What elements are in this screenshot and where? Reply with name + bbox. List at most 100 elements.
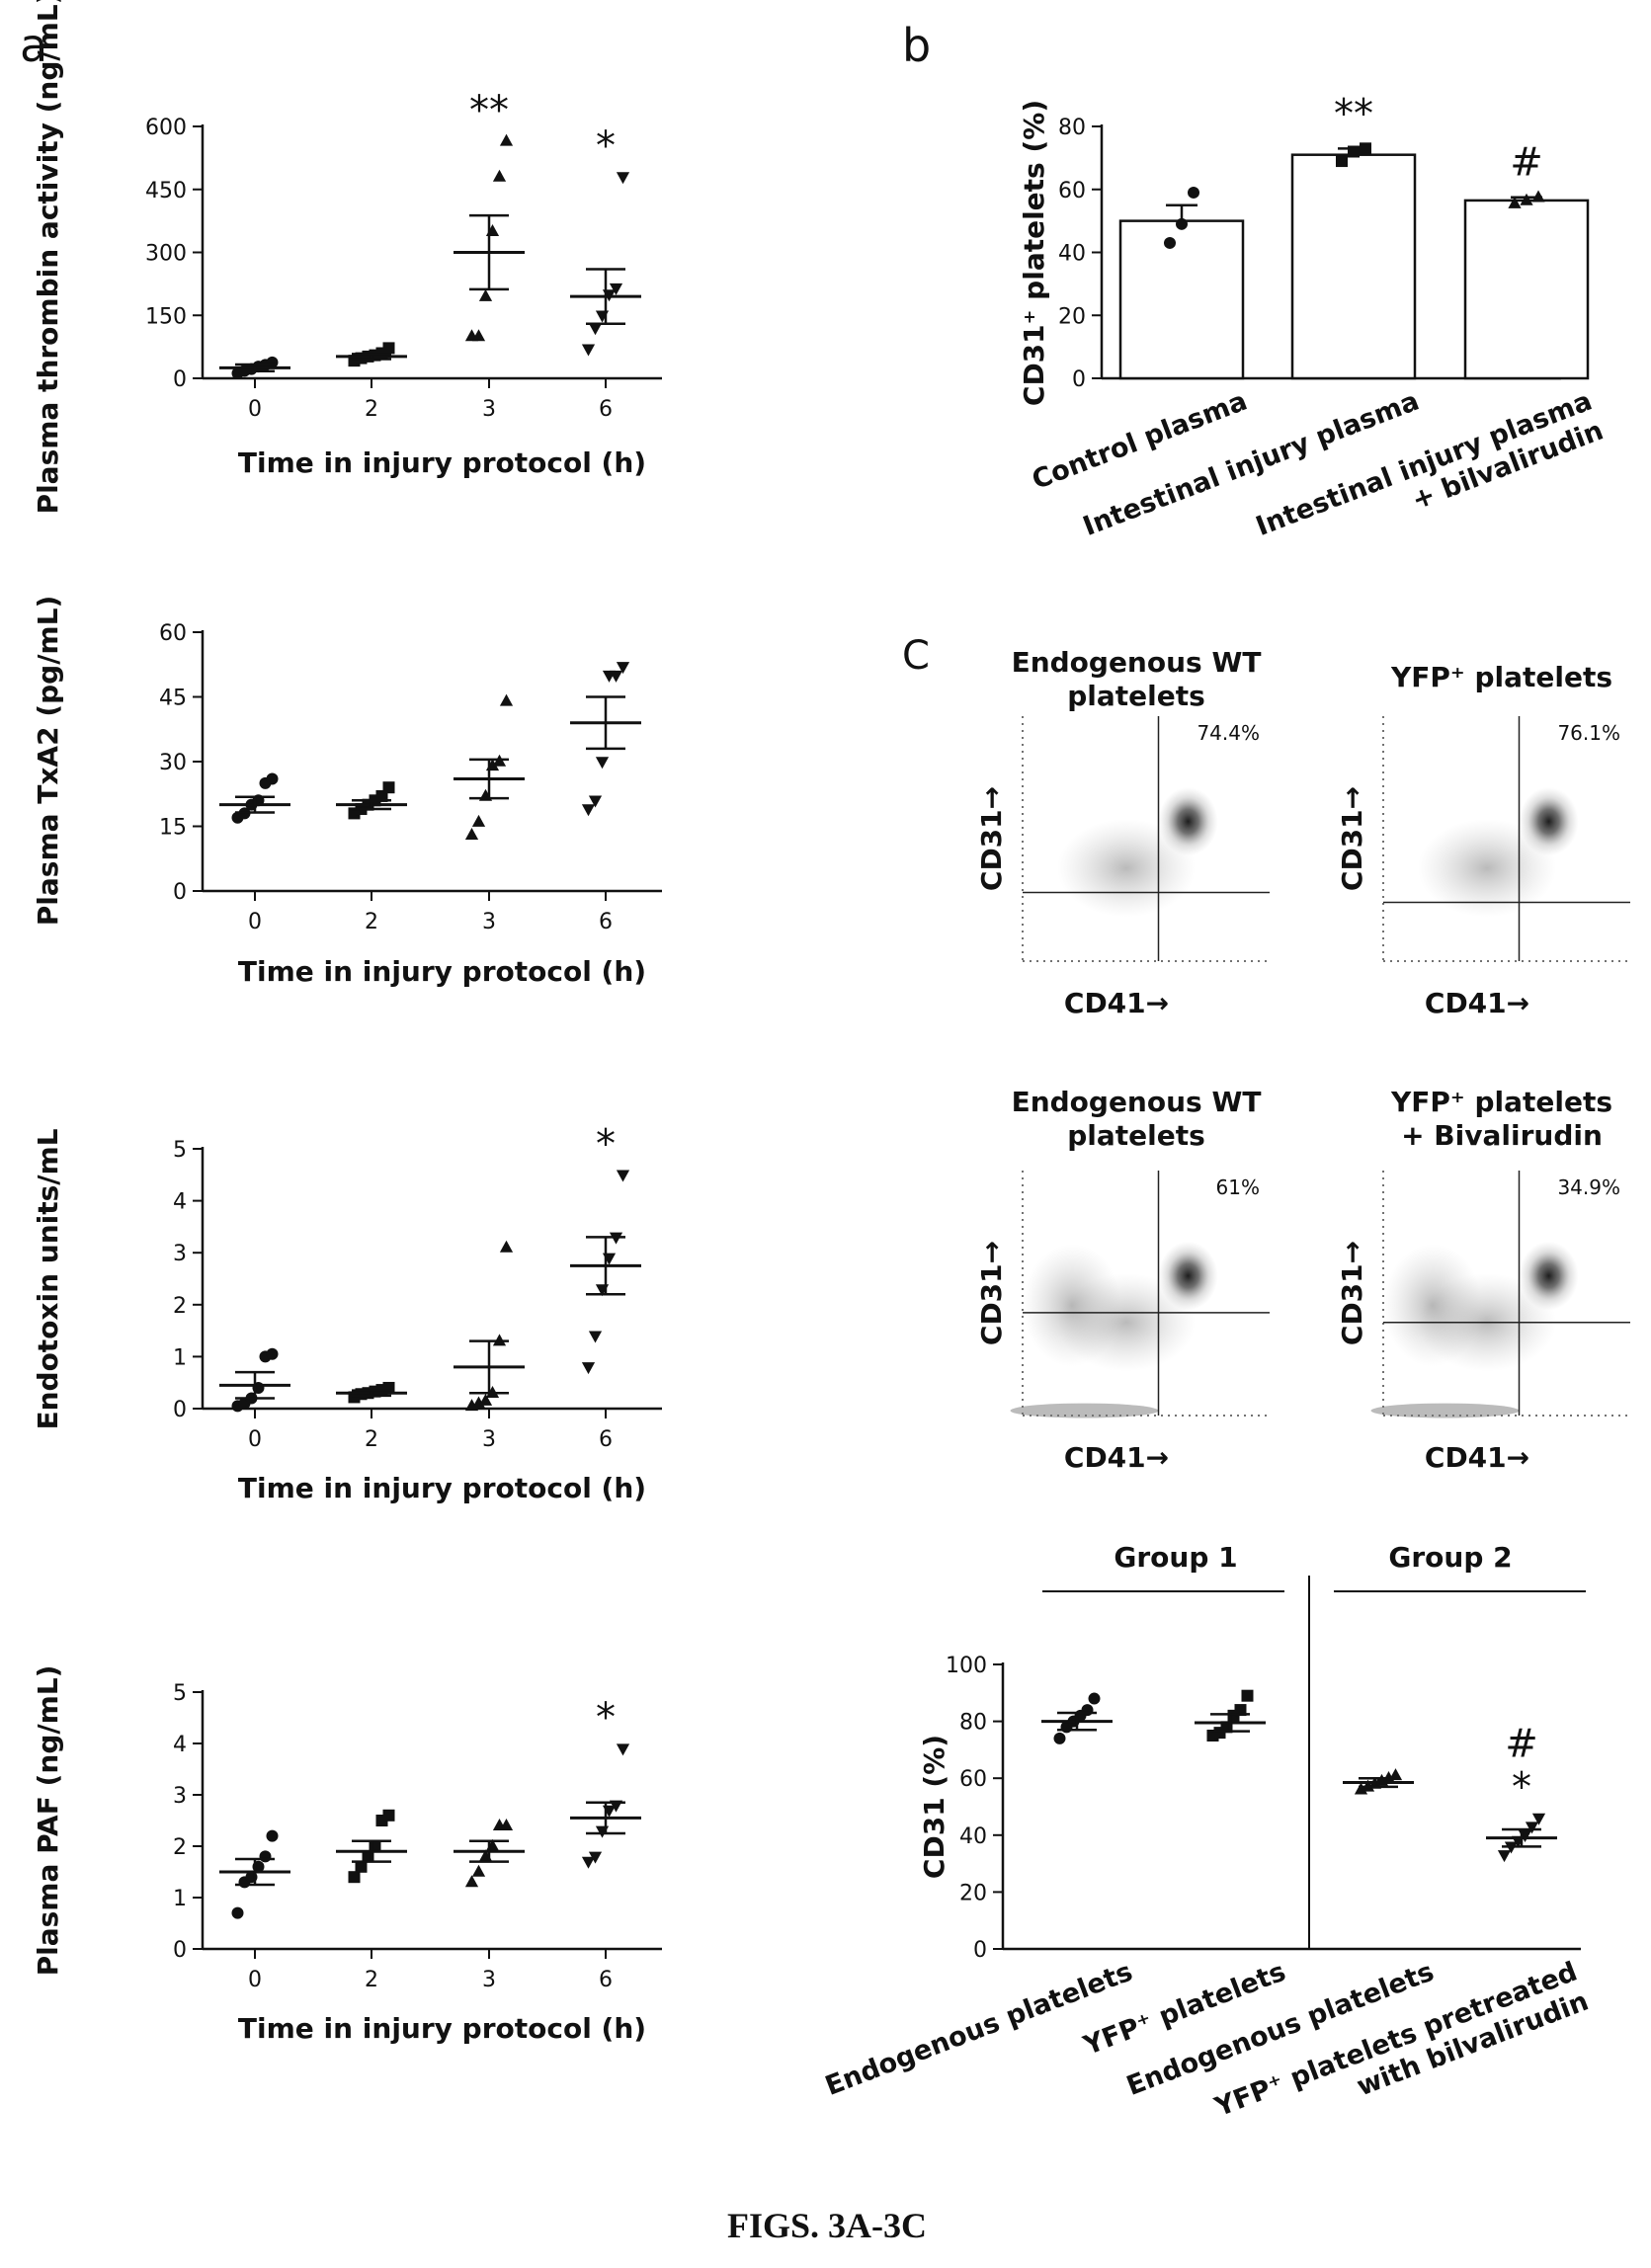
y-tick-label: 5 [173, 1138, 187, 1163]
bar [1290, 153, 1417, 380]
data-point [616, 1743, 630, 1756]
flow-plot-title: YFP⁺ platelets [1390, 661, 1612, 693]
x-tick-label: 0 [248, 1427, 262, 1452]
flow-plot-title-line: YFP⁺ platelets [1390, 1086, 1612, 1118]
flow-plot-title-line: platelets [1067, 680, 1205, 712]
flow-haze [1383, 1244, 1482, 1367]
y-tick-label: 3 [173, 1242, 187, 1266]
data-point [1188, 186, 1199, 199]
data-point [616, 1170, 630, 1182]
x-tick-label: 6 [599, 910, 613, 934]
y-tick-label: 80 [1058, 116, 1086, 140]
data-point [231, 1906, 244, 1919]
chart-plasma-paf: 0 1 2 3 4 5 0 2 3 6 Time in injury protocol (h) Pla… [32, 1665, 662, 2045]
flow-plot-title-line: YFP⁺ platelets [1390, 661, 1612, 693]
flow-haze [1418, 819, 1556, 918]
y-tick-label: 0 [173, 1398, 187, 1422]
data-point [464, 1875, 479, 1888]
data-point [1176, 217, 1188, 230]
data-point [1348, 145, 1360, 158]
flow-density-peak [1158, 1241, 1218, 1311]
chart-plasma-txa2: 0 15 30 45 60 0 2 3 6 Time in injury protocol (h)… [32, 596, 662, 988]
flow-gate-percent: 76.1% [1557, 721, 1620, 745]
flow-density-peak [1519, 786, 1579, 856]
flow-y-label: CD31→ [975, 1241, 1008, 1345]
data-point [266, 1829, 279, 1842]
y-tick-label: 0 [1072, 367, 1086, 392]
flow-x-label: CD41→ [1425, 1441, 1529, 1474]
data-point [616, 662, 630, 675]
flow-plot: Endogenous WT platelets 61% CD41→ CD31→ [975, 1086, 1270, 1474]
data-point [464, 828, 479, 841]
x-tick-label: Intestinal injury plasma [1079, 386, 1423, 542]
y-tick-label: 4 [173, 1190, 187, 1215]
significance-marker: ** [1334, 91, 1373, 136]
flow-edge-events [1010, 1403, 1159, 1418]
flow-plot-title: Endogenous WT platelets [1012, 646, 1262, 712]
flow-gate-percent: 34.9% [1557, 1175, 1620, 1199]
x-tick-label: 3 [482, 1427, 496, 1452]
flow-plot: YFP⁺ platelets + Bivalirudin 34.9% CD41→ CD3… [1336, 1086, 1630, 1474]
flow-plot: Endogenous WT platelets 74.4% CD41→ CD31→ [975, 646, 1270, 1019]
y-tick-label: 2 [173, 1294, 187, 1319]
flow-plot-title-line: platelets [1067, 1119, 1205, 1152]
data-point [499, 693, 514, 706]
y-axis-label: Plasma TxA2 (pg/mL) [32, 596, 64, 926]
data-point [499, 133, 514, 146]
chart-endotoxin: 0 1 2 3 4 5 0 2 3 6 Time in injury protocol (h) End… [32, 1121, 662, 1504]
flow-plot-title: Endogenous WT platelets [1012, 1086, 1262, 1152]
x-axis-label: Time in injury protocol (h) [238, 1472, 646, 1504]
panel-label-c: C [902, 633, 930, 679]
data-point [588, 323, 603, 336]
data-point [1520, 193, 1533, 205]
data-point [616, 172, 630, 185]
bar [1118, 219, 1245, 380]
significance-marker: * [1512, 1765, 1531, 1811]
y-tick-label: 40 [1058, 242, 1086, 267]
flow-gate-percent: 61% [1216, 1175, 1260, 1199]
flow-density-peak [1519, 1241, 1579, 1311]
data-point [581, 1362, 596, 1375]
figure-caption: FIGS. 3A-3C [727, 2206, 927, 2245]
significance-marker: ** [469, 88, 509, 133]
y-tick-label: 30 [159, 751, 187, 775]
x-tick-label: Intestinal injury plasma+ bilvalirudin [1252, 386, 1608, 572]
data-point [355, 1860, 368, 1873]
data-point [471, 329, 486, 342]
y-axis-label: Plasma thrombin activity (ng/mL) [32, 0, 64, 514]
y-tick-label: 150 [145, 304, 187, 329]
flow-x-label: CD41→ [1425, 987, 1529, 1019]
y-tick-label: 1 [173, 1887, 187, 1911]
data-point [588, 795, 603, 808]
x-tick-label: 6 [599, 397, 613, 422]
y-axis-label: CD31⁺ platelets (%) [1018, 100, 1050, 406]
data-point [609, 670, 623, 683]
data-point [499, 1819, 514, 1830]
x-tick-label: 2 [365, 397, 378, 422]
data-point [1336, 155, 1348, 168]
data-point [471, 1864, 486, 1877]
data-point [1360, 142, 1371, 155]
data-point [1088, 1692, 1101, 1705]
flow-gate-percent: 74.4% [1197, 721, 1260, 745]
x-tick-label: 6 [599, 1968, 613, 1992]
y-tick-label: 20 [1058, 304, 1086, 329]
data-point [382, 781, 395, 794]
y-tick-label: 60 [159, 621, 187, 646]
data-point [1497, 1850, 1512, 1863]
data-point [1531, 1813, 1546, 1825]
y-tick-label: 15 [159, 816, 187, 841]
x-tick-label: 2 [365, 1427, 378, 1452]
data-point [609, 283, 623, 295]
flow-haze [1023, 1244, 1121, 1367]
y-tick-label: 80 [959, 1711, 987, 1736]
data-point [1508, 196, 1522, 208]
y-tick-label: 300 [145, 242, 187, 267]
data-point [581, 804, 596, 817]
data-point [1234, 1704, 1247, 1717]
data-point [588, 1331, 603, 1343]
y-tick-label: 60 [959, 1767, 987, 1792]
y-tick-label: 2 [173, 1835, 187, 1860]
y-axis-label: Plasma PAF (ng/mL) [32, 1665, 64, 1977]
